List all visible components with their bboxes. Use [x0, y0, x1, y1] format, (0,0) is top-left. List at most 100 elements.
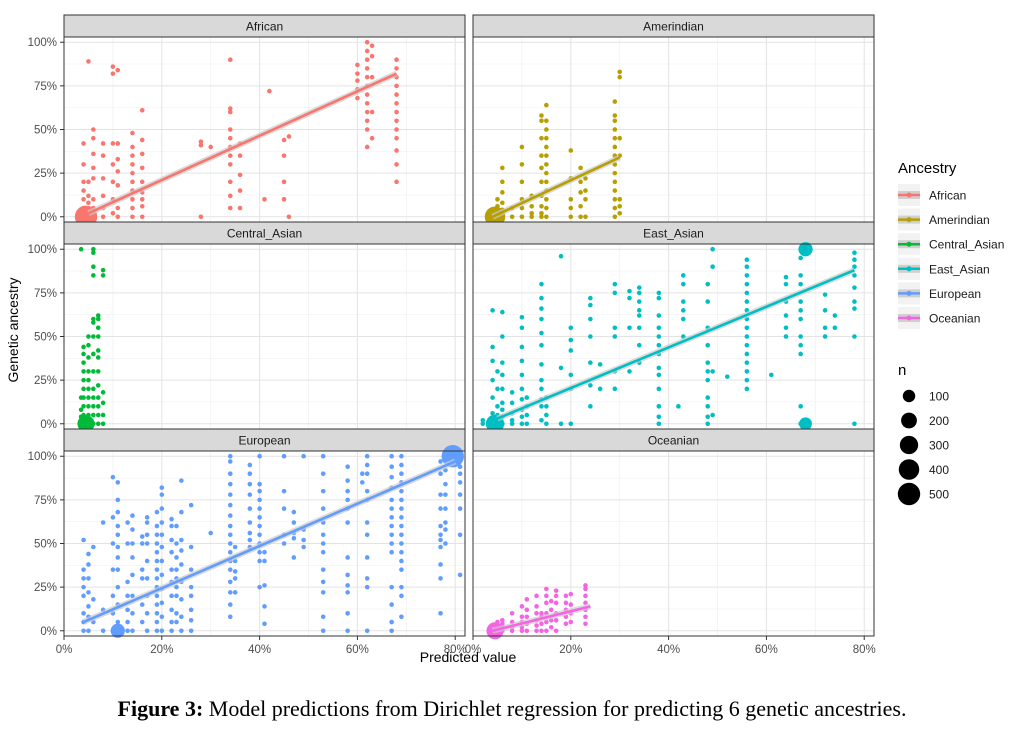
data-point [394, 92, 399, 97]
data-point [438, 544, 443, 550]
panel-east-asian: East_Asian [472, 221, 875, 433]
data-point [539, 281, 544, 287]
data-point [345, 583, 350, 588]
data-point [86, 395, 91, 400]
data-point [125, 520, 130, 525]
data-point [710, 246, 715, 252]
data-point [389, 541, 394, 546]
data-point [257, 481, 262, 487]
data-point [110, 64, 116, 69]
data-point [364, 520, 370, 525]
data-point [95, 334, 101, 339]
data-point [519, 144, 525, 150]
data-point [534, 593, 539, 599]
data-point [443, 481, 448, 487]
data-point [301, 453, 306, 459]
legend-size-label: 200 [929, 414, 949, 428]
data-point [364, 144, 370, 150]
data-point [154, 593, 160, 599]
data-point [286, 134, 292, 139]
legend-size-label: 300 [929, 439, 949, 453]
data-point [852, 306, 857, 311]
data-point [91, 165, 96, 171]
x-tick-label: 80% [853, 644, 876, 656]
y-tick-label: 100% [28, 244, 57, 256]
data-point [583, 593, 588, 599]
data-point [95, 355, 101, 360]
y-tick-label: 25% [34, 375, 57, 387]
y-tick-label: 0% [40, 626, 57, 638]
panel-title: African [246, 20, 283, 34]
data-point [744, 369, 750, 374]
data-point [636, 285, 642, 290]
data-point [227, 502, 233, 508]
data-point [558, 365, 564, 371]
data-point [798, 334, 803, 339]
data-point [519, 325, 525, 331]
data-point [86, 404, 91, 409]
data-point [539, 330, 544, 336]
data-point [81, 386, 86, 392]
data-point [154, 532, 160, 538]
data-point [394, 127, 399, 132]
data-point [130, 205, 135, 211]
data-point [744, 334, 750, 339]
data-point [656, 421, 662, 427]
data-point [227, 205, 233, 211]
data-point [115, 619, 121, 625]
data-point [519, 344, 525, 350]
data-point [544, 153, 549, 158]
data-point [369, 53, 375, 59]
data-point [86, 604, 91, 609]
data-point [174, 555, 179, 560]
data-point [86, 590, 91, 595]
data-point [394, 83, 399, 89]
data-point [291, 555, 297, 560]
data-point [257, 488, 262, 494]
x-tick-label: 60% [346, 644, 369, 656]
data-point [389, 549, 394, 555]
y-tick-label: 25% [34, 582, 57, 594]
data-point [544, 170, 549, 176]
data-point [490, 358, 495, 364]
data-point [500, 309, 505, 315]
data-point [364, 48, 370, 54]
data-point [529, 210, 534, 216]
data-point [227, 179, 233, 185]
fit-line [492, 605, 591, 633]
legend-size-marker [902, 389, 916, 403]
data-point [81, 611, 86, 616]
data-point [355, 78, 360, 83]
data-point [110, 141, 116, 146]
legend-size-marker [897, 482, 921, 506]
data-point [291, 520, 297, 525]
data-point [612, 127, 618, 132]
data-point [227, 127, 233, 132]
data-point [519, 414, 525, 420]
data-point [636, 325, 642, 331]
data-point [539, 165, 544, 171]
data-point [529, 214, 534, 220]
data-point [281, 541, 287, 546]
data-point [612, 214, 618, 220]
data-point [81, 576, 86, 581]
data-point [139, 151, 145, 157]
data-point [364, 628, 370, 634]
data-point [91, 127, 96, 132]
data-point [281, 453, 287, 459]
data-point [544, 118, 549, 124]
data-point [81, 179, 86, 185]
data-point [364, 127, 370, 132]
data-point [139, 214, 145, 220]
data-point [583, 586, 588, 592]
data-point [394, 66, 399, 71]
data-point [110, 162, 116, 167]
data-point [159, 485, 165, 490]
data-point [139, 108, 145, 113]
data-point [100, 412, 106, 418]
data-point [86, 355, 91, 360]
data-point [705, 377, 711, 383]
data-point [154, 602, 160, 607]
data-point [544, 102, 549, 108]
data-point [179, 614, 184, 620]
